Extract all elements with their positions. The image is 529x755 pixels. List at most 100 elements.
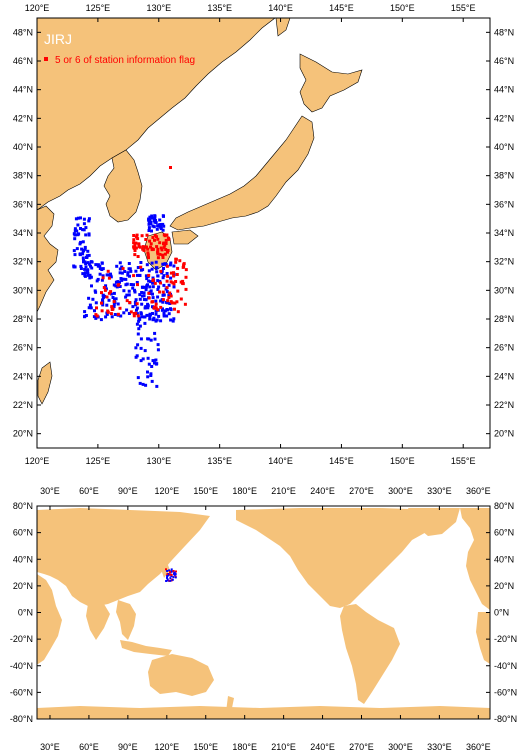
lon-tick-label: 270°E: [349, 486, 374, 496]
station-point: [87, 296, 91, 300]
station-point: [155, 362, 159, 366]
station-point: [87, 306, 91, 310]
station-point: [141, 247, 145, 251]
station-point: [162, 283, 166, 287]
station-point: [153, 233, 157, 237]
station-point: [156, 247, 160, 251]
station-point: [81, 272, 85, 276]
station-point: [79, 267, 83, 270]
station-point: [145, 277, 149, 281]
station-point: [151, 236, 155, 239]
station-points: [72, 166, 188, 388]
station-point: [172, 570, 175, 572]
lat-tick-label: 26°N: [494, 343, 514, 353]
north-america: [236, 508, 452, 608]
station-point: [133, 243, 137, 247]
station-point: [107, 298, 111, 302]
regional-lat-labels-right: 20°N 22°N 24°N 26°N 28°N 30°N 32°N 34°N 36°N 38°N…: [494, 27, 514, 438]
lat-tick-label: 44°N: [13, 85, 33, 95]
station-point: [91, 297, 95, 301]
station-point: [114, 280, 118, 284]
global-station-cluster: [165, 568, 177, 582]
station-point: [104, 315, 108, 319]
station-point: [165, 272, 169, 275]
station-point: [81, 228, 85, 232]
station-point: [162, 224, 166, 228]
station-point: [137, 327, 141, 331]
lat-tick-label: 28°N: [494, 314, 514, 324]
indonesia: [120, 640, 172, 656]
station-point: [127, 293, 131, 297]
station-point: [156, 279, 160, 283]
station-point: [125, 308, 129, 312]
lat-tick-label: 48°N: [13, 27, 33, 37]
lon-tick-label: 125°E: [86, 456, 111, 466]
station-point: [84, 262, 88, 266]
station-point: [73, 227, 77, 231]
station-point: [157, 285, 161, 289]
lon-tick-label: 210°E: [271, 486, 296, 496]
station-point: [172, 576, 175, 579]
station-point: [172, 274, 176, 278]
station-point: [162, 241, 166, 245]
station-point: [147, 256, 150, 260]
station-point: [87, 233, 91, 237]
station-point: [132, 238, 136, 242]
station-point: [171, 578, 174, 581]
station-point: [101, 267, 105, 271]
station-point: [75, 247, 79, 251]
southeast-asia: [116, 600, 136, 640]
station-point: [156, 288, 160, 291]
station-point: [85, 255, 89, 259]
station-point: [73, 237, 77, 241]
station-point: [133, 249, 137, 252]
station-point: [175, 300, 179, 304]
station-point: [170, 573, 173, 576]
lon-tick-label: 90°E: [118, 742, 138, 752]
station-point: [79, 264, 83, 268]
station-point: [77, 232, 81, 236]
station-point: [159, 319, 163, 323]
station-point: [173, 307, 176, 311]
station-point: [146, 370, 149, 374]
station-point: [102, 286, 106, 289]
lon-tick-label: 330°E: [427, 742, 452, 752]
hokkaido: [299, 53, 363, 113]
station-point: [139, 337, 143, 341]
lon-tick-label: 150°E: [193, 486, 218, 496]
station-point: [169, 307, 172, 311]
shikoku: [171, 229, 199, 245]
station-point: [146, 283, 149, 287]
station-point: [118, 267, 122, 271]
station-point: [111, 296, 115, 299]
station-point: [169, 261, 173, 265]
station-point: [156, 256, 160, 260]
station-point: [166, 579, 169, 582]
station-point: [118, 306, 122, 310]
station-point: [103, 288, 107, 292]
station-point: [165, 286, 169, 290]
station-point: [136, 283, 139, 287]
station-point: [127, 262, 131, 265]
lon-tick-label: 120°E: [154, 742, 179, 752]
station-point: [154, 319, 158, 323]
station-point: [134, 269, 138, 273]
station-point: [158, 224, 162, 228]
station-point: [161, 293, 165, 297]
lat-tick-label: 28°N: [13, 314, 33, 324]
regional-lon-labels-top: 120°E 125°E 130°E 135°E 140°E 145°E 150°E 155°E: [25, 3, 476, 13]
station-point: [142, 294, 146, 298]
lat-tick-label: 40°N: [13, 142, 33, 152]
station-point: [167, 237, 171, 241]
station-point: [159, 246, 163, 250]
regional-lon-labels-bottom: 120°E 125°E 130°E 135°E 140°E 145°E 150°E 155°E: [25, 456, 476, 466]
station-point: [135, 281, 139, 284]
lon-tick-label: 125°E: [86, 3, 111, 13]
lat-tick-label: 34°N: [13, 228, 33, 238]
station-point: [151, 318, 155, 322]
station-point: [120, 278, 124, 282]
station-point: [134, 303, 138, 307]
station-point: [147, 273, 151, 277]
station-point: [150, 379, 154, 383]
asian-mainland: [36, 17, 276, 211]
